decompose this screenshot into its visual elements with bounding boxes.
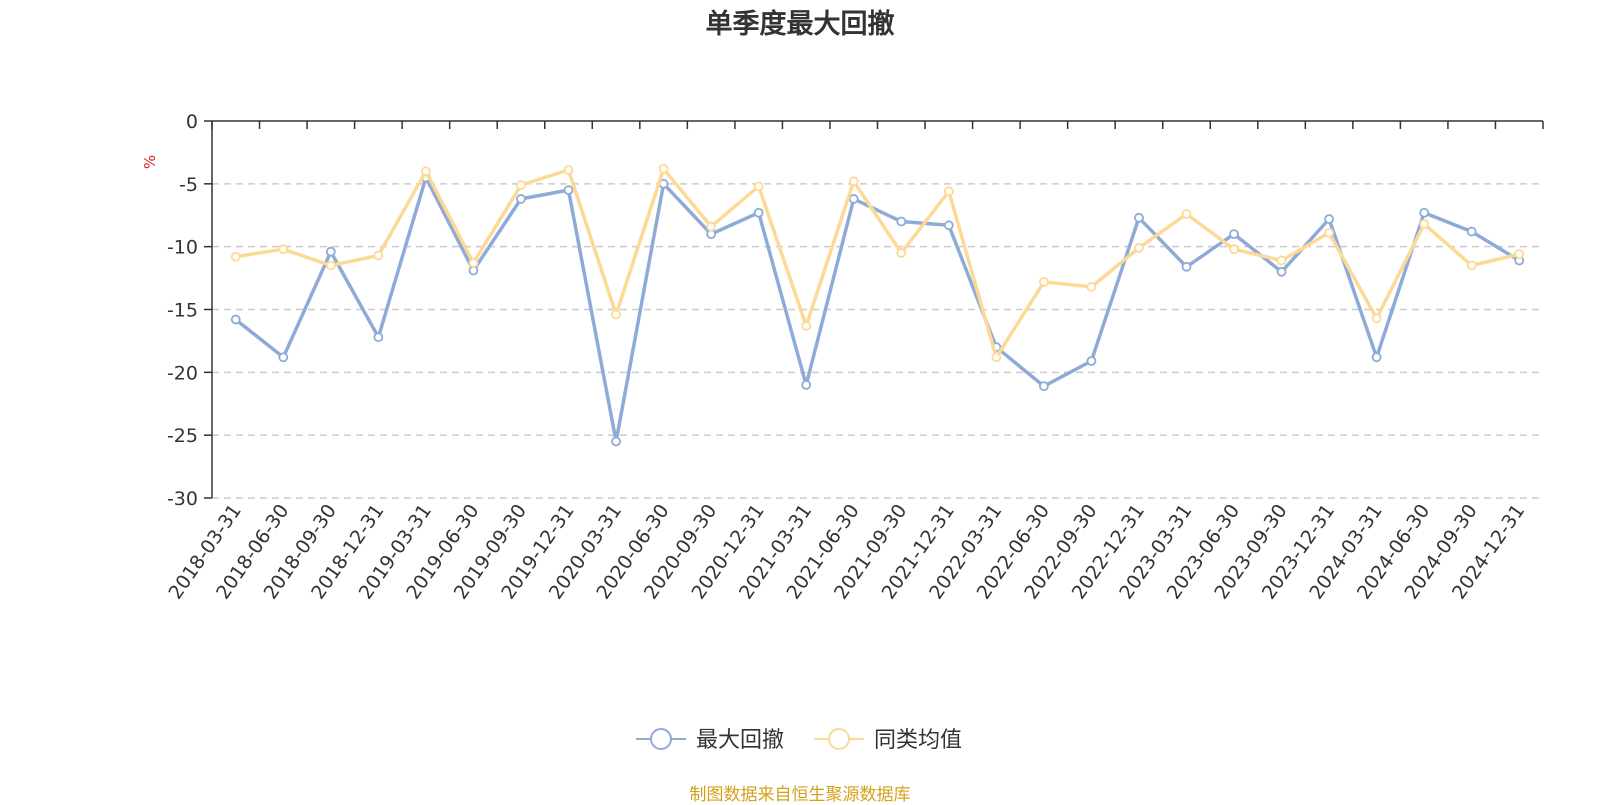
data-point — [278, 244, 289, 255]
data-point — [1134, 243, 1144, 253]
data-point — [1324, 227, 1334, 238]
data-point — [325, 246, 336, 257]
data-point — [1134, 212, 1144, 223]
series-2 — [230, 163, 1525, 363]
data-point — [516, 194, 526, 204]
data-point — [801, 320, 812, 331]
data-point — [1229, 244, 1239, 255]
data-point — [468, 258, 479, 268]
grid-lines — [212, 183, 1543, 499]
data-point — [278, 352, 289, 363]
y-axis-unit-label: % — [141, 155, 159, 169]
data-point — [991, 352, 1002, 363]
data-point — [1466, 226, 1477, 237]
legend-label: 最大回撤 — [696, 728, 784, 753]
data-point — [706, 221, 717, 232]
y-tick-label: 0 — [186, 111, 198, 133]
data-point — [1229, 229, 1239, 240]
data-point — [658, 163, 669, 174]
data-point — [896, 216, 907, 227]
data-point — [516, 180, 526, 190]
data-point — [1276, 255, 1287, 266]
y-tick-label: -25 — [167, 425, 198, 447]
data-point — [1371, 352, 1382, 363]
data-point — [1419, 207, 1430, 218]
data-point — [563, 185, 574, 196]
data-point — [1514, 249, 1525, 260]
data-point — [611, 309, 621, 320]
data-point — [801, 379, 812, 390]
data-source-note: 制图数据来自恒生聚源数据库 — [689, 785, 911, 805]
data-point — [753, 181, 764, 192]
data-point — [1466, 260, 1477, 271]
data-point — [1038, 381, 1049, 392]
data-point — [611, 436, 621, 447]
legend-item-2[interactable]: 同类均值 — [814, 728, 962, 753]
data-point — [753, 207, 764, 218]
data-point — [1181, 261, 1192, 272]
data-point — [230, 251, 241, 262]
y-tick-label: -5 — [179, 174, 198, 196]
y-tick-label: -10 — [167, 237, 198, 259]
legend[interactable]: 最大回撤 同类均值 — [636, 728, 962, 753]
legend-marker — [650, 728, 672, 750]
data-point — [1181, 209, 1192, 219]
y-axis-ticks: 0 -5 -10 -15 -20 -25 -30 — [167, 111, 212, 510]
x-axis-ticks: 2018-03-312018-06-302018-09-302018-12-31… — [165, 121, 1544, 603]
data-point — [563, 165, 574, 175]
data-point — [373, 332, 384, 343]
data-point — [1038, 276, 1049, 287]
chart-title: 单季度最大回撤 — [706, 8, 895, 40]
legend-item-1[interactable]: 最大回撤 — [636, 728, 784, 753]
data-point — [1086, 281, 1097, 292]
y-tick-label: -15 — [167, 300, 198, 322]
series-group — [230, 163, 1525, 447]
data-point — [848, 194, 859, 204]
data-point — [1324, 214, 1334, 224]
legend-marker — [828, 728, 850, 750]
data-point — [373, 250, 384, 261]
data-point — [848, 176, 859, 187]
data-point — [943, 220, 954, 231]
data-point — [1419, 219, 1430, 229]
y-tick-label: -20 — [167, 362, 198, 384]
data-point — [421, 166, 431, 177]
data-point — [943, 186, 954, 197]
series-line — [235, 167, 1520, 360]
data-point — [1086, 356, 1097, 366]
data-point — [230, 314, 241, 325]
legend-label: 同类均值 — [874, 728, 962, 753]
y-tick-label: -30 — [167, 488, 198, 510]
data-point — [1371, 313, 1382, 324]
data-point — [896, 248, 907, 258]
data-point — [325, 260, 336, 271]
data-point — [1276, 266, 1287, 277]
